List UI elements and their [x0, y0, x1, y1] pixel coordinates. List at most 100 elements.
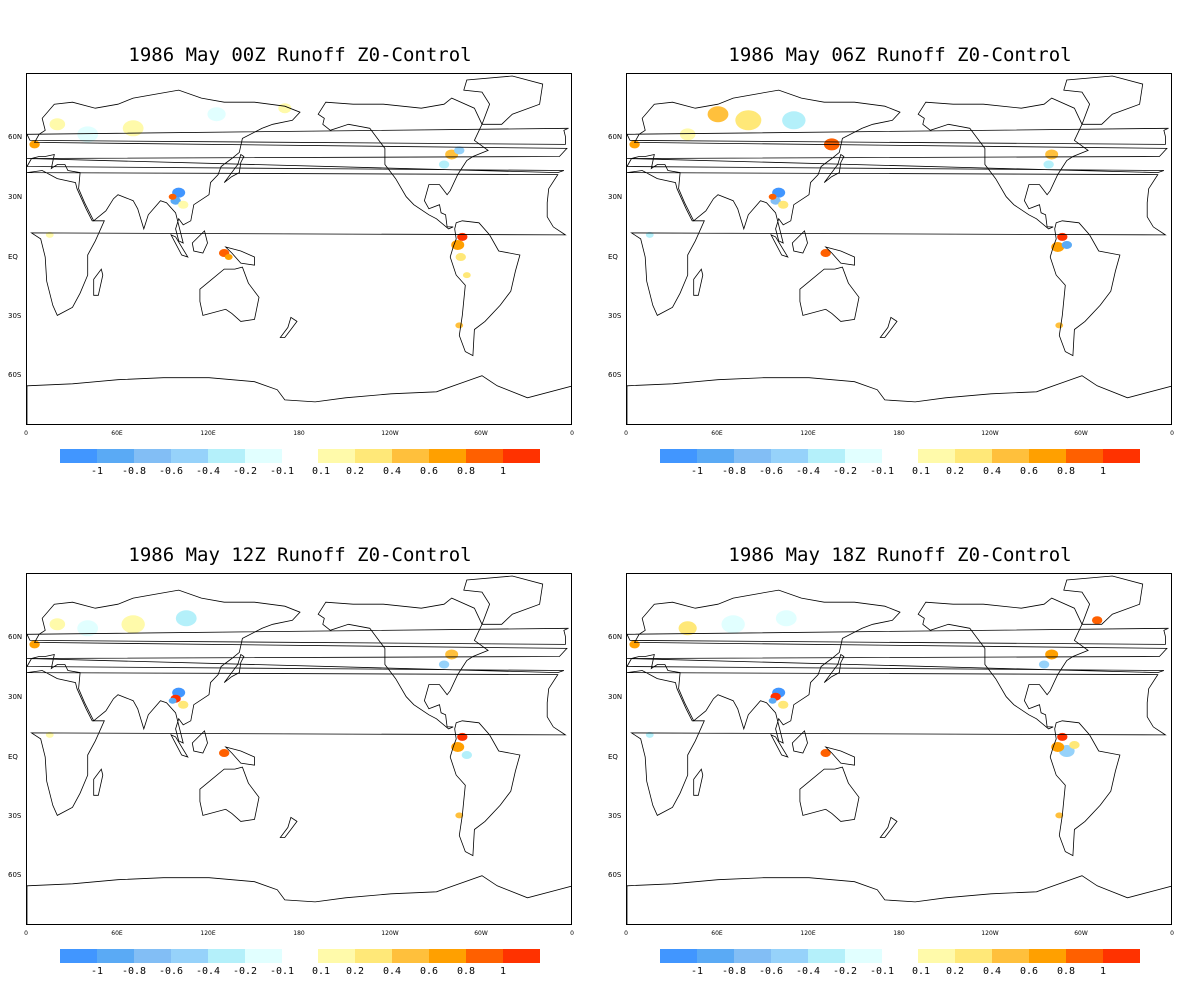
coastline [1063, 575, 1144, 625]
colorbar-label: -0.8 [121, 466, 147, 477]
colorbar-swatch [992, 949, 1029, 963]
coastline [170, 734, 189, 758]
latitude-label: EQ [608, 753, 618, 761]
coastline [317, 97, 489, 230]
colorbar-label: -0.1 [869, 966, 895, 977]
longitude-label: 0 [570, 930, 574, 937]
colorbar-label: -0.1 [269, 466, 295, 477]
anomaly-patch [455, 253, 466, 262]
colorbar-label: 0.2 [945, 966, 965, 977]
latitude-label: 30N [8, 193, 23, 201]
coastline [27, 127, 569, 145]
anomaly-patch [645, 731, 654, 738]
colorbar-swatch [503, 449, 540, 463]
coastline [223, 153, 245, 183]
latitude-label: 60N [8, 633, 23, 641]
coastline [693, 268, 704, 296]
coastline [191, 230, 208, 254]
latitude-label: EQ [608, 253, 618, 261]
coastline [627, 670, 1167, 816]
anomaly-patch [454, 146, 465, 155]
longitude-label: 180 [293, 930, 305, 937]
colorbar-label: 0.6 [1019, 466, 1039, 477]
longitude-label: 60W [474, 930, 488, 937]
coastline [27, 875, 571, 924]
anomaly-patch [224, 254, 233, 261]
colorbar-swatch [208, 449, 245, 463]
colorbar-label: -0.8 [121, 966, 147, 977]
colorbar-swatch [734, 949, 771, 963]
anomaly-patch [455, 322, 464, 329]
map-panel: 1986 May 06Z Runoff Z0-Control 60N 30N EQ 30… [600, 0, 1200, 500]
coastline [693, 768, 704, 796]
colorbar-swatch [429, 449, 466, 463]
colorbar-swatch [660, 449, 697, 463]
coastline [27, 170, 567, 316]
colorbar-label: 1 [499, 966, 507, 977]
coastline [463, 75, 544, 125]
coastline [191, 730, 208, 754]
coastline [627, 875, 1171, 924]
coastline [770, 234, 789, 258]
anomaly-patch [1043, 160, 1054, 169]
anomaly-patch [462, 272, 471, 279]
map-frame [626, 73, 1172, 425]
anomaly-patch [629, 640, 640, 649]
coastline [770, 734, 789, 758]
coastline [917, 97, 1089, 230]
colorbar-swatch [208, 949, 245, 963]
colorbar-label: -0.4 [195, 466, 221, 477]
panel-title: 1986 May 00Z Runoff Z0-Control [128, 44, 472, 66]
colorbar-swatch [171, 949, 208, 963]
longitude-label: 60E [711, 430, 723, 437]
latitude-label: 60S [8, 871, 22, 879]
anomaly-patch [735, 110, 762, 131]
latitude-label: 30N [608, 693, 623, 701]
map-panel: 1986 May 18Z Runoff Z0-Control 60N 30N EQ 30… [600, 500, 1200, 1000]
anomaly-patch [778, 200, 789, 209]
colorbar-swatch [466, 449, 503, 463]
colorbar-negative [660, 949, 882, 963]
anomaly-patch [218, 749, 230, 758]
longitude-label: 120E [200, 930, 216, 937]
longitude-label: 180 [293, 430, 305, 437]
longitude-label: 120E [800, 930, 816, 937]
longitude-label: 60E [711, 930, 723, 937]
colorbar-swatch [134, 449, 171, 463]
anomaly-patch [768, 193, 777, 200]
colorbar-label: 0.1 [311, 966, 331, 977]
colorbar-label: -0.2 [232, 466, 258, 477]
map-frame [626, 573, 1172, 925]
colorbar-swatch [955, 449, 992, 463]
colorbar-label: -0.6 [758, 966, 784, 977]
coastline [791, 730, 808, 754]
map-frame [26, 73, 572, 425]
colorbar-negative [60, 449, 282, 463]
anomaly-patch [121, 615, 145, 634]
coastline [224, 746, 255, 766]
world-map [27, 575, 571, 924]
coastline [824, 246, 855, 266]
colorbar-swatch [955, 949, 992, 963]
world-map [627, 575, 1171, 924]
colorbar-label: 0.4 [382, 466, 402, 477]
colorbar-label: 0.4 [382, 966, 402, 977]
coastline [823, 153, 845, 183]
coastline [27, 89, 568, 244]
longitude-label: 0 [24, 430, 28, 437]
coastline [879, 316, 898, 338]
anomaly-patch [29, 140, 40, 149]
latitude-label: EQ [8, 753, 18, 761]
colorbar-label: 1 [499, 466, 507, 477]
colorbar-swatch [1066, 449, 1103, 463]
colorbar-label: -0.6 [758, 466, 784, 477]
colorbar-swatch [355, 949, 392, 963]
colorbar-label: 1 [1099, 466, 1107, 477]
coastline [917, 597, 1089, 730]
longitude-label: 0 [624, 430, 628, 437]
coastline [1049, 220, 1121, 357]
colorbar-swatch [60, 949, 97, 963]
colorbar-label: -0.4 [795, 966, 821, 977]
longitude-label: 60W [1074, 930, 1088, 937]
colorbar-swatch [918, 949, 955, 963]
